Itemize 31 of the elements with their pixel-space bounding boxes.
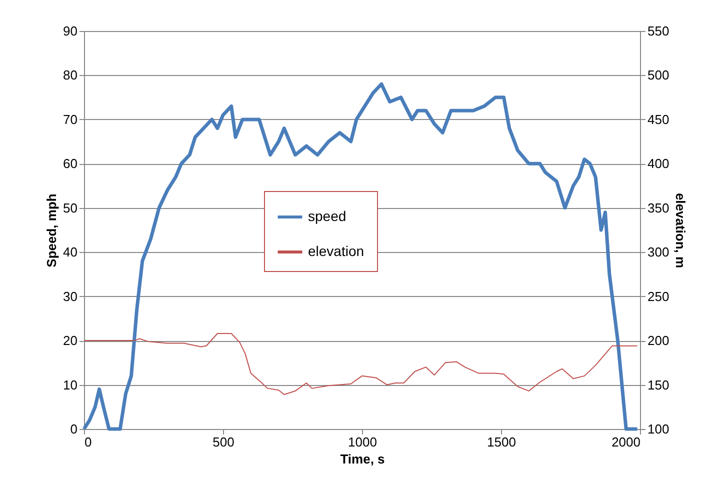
x-tick-label: 1000 [348,434,377,450]
y-tick-label: 30 [63,288,78,304]
y2-tick-label: 100 [648,422,670,436]
x-tick-label: 2000 [612,434,640,450]
y-tick-label: 10 [63,377,78,392]
x-tick-label: 500 [212,434,234,450]
y-tick-label: 40 [63,244,78,260]
x-tick-label: 1500 [487,434,516,450]
legend-label: speed [308,208,346,224]
legend-label: elevation [308,243,364,259]
line-series [84,332,638,396]
y2-tick-label: 450 [648,112,670,127]
y2-tick-label: 300 [648,244,670,260]
y2-tick-label: 400 [648,156,670,172]
y-tick-label: 80 [63,68,78,83]
y-tick-label: 0 [70,422,78,436]
y2-tick-label: 550 [648,24,670,38]
y2-tick-label: 200 [648,333,670,348]
y-tick-label: 20 [63,333,78,348]
y2-tick-label: 150 [648,377,670,392]
y-tick-label: 70 [63,112,78,127]
y2-tick-label: 500 [648,68,670,83]
y-tick-label: 50 [63,200,78,216]
x-axis-title: Time, s [340,452,385,466]
y-tick-label: 60 [63,156,78,172]
y2-axis-title: elevation, m [673,192,688,268]
y2-tick-label: 350 [648,200,670,216]
x-tick-label: 0 [84,434,92,450]
y2-tick-label: 250 [648,288,670,304]
y-tick-label: 90 [63,24,78,38]
y-axis-title: Speed, mph [44,194,60,268]
